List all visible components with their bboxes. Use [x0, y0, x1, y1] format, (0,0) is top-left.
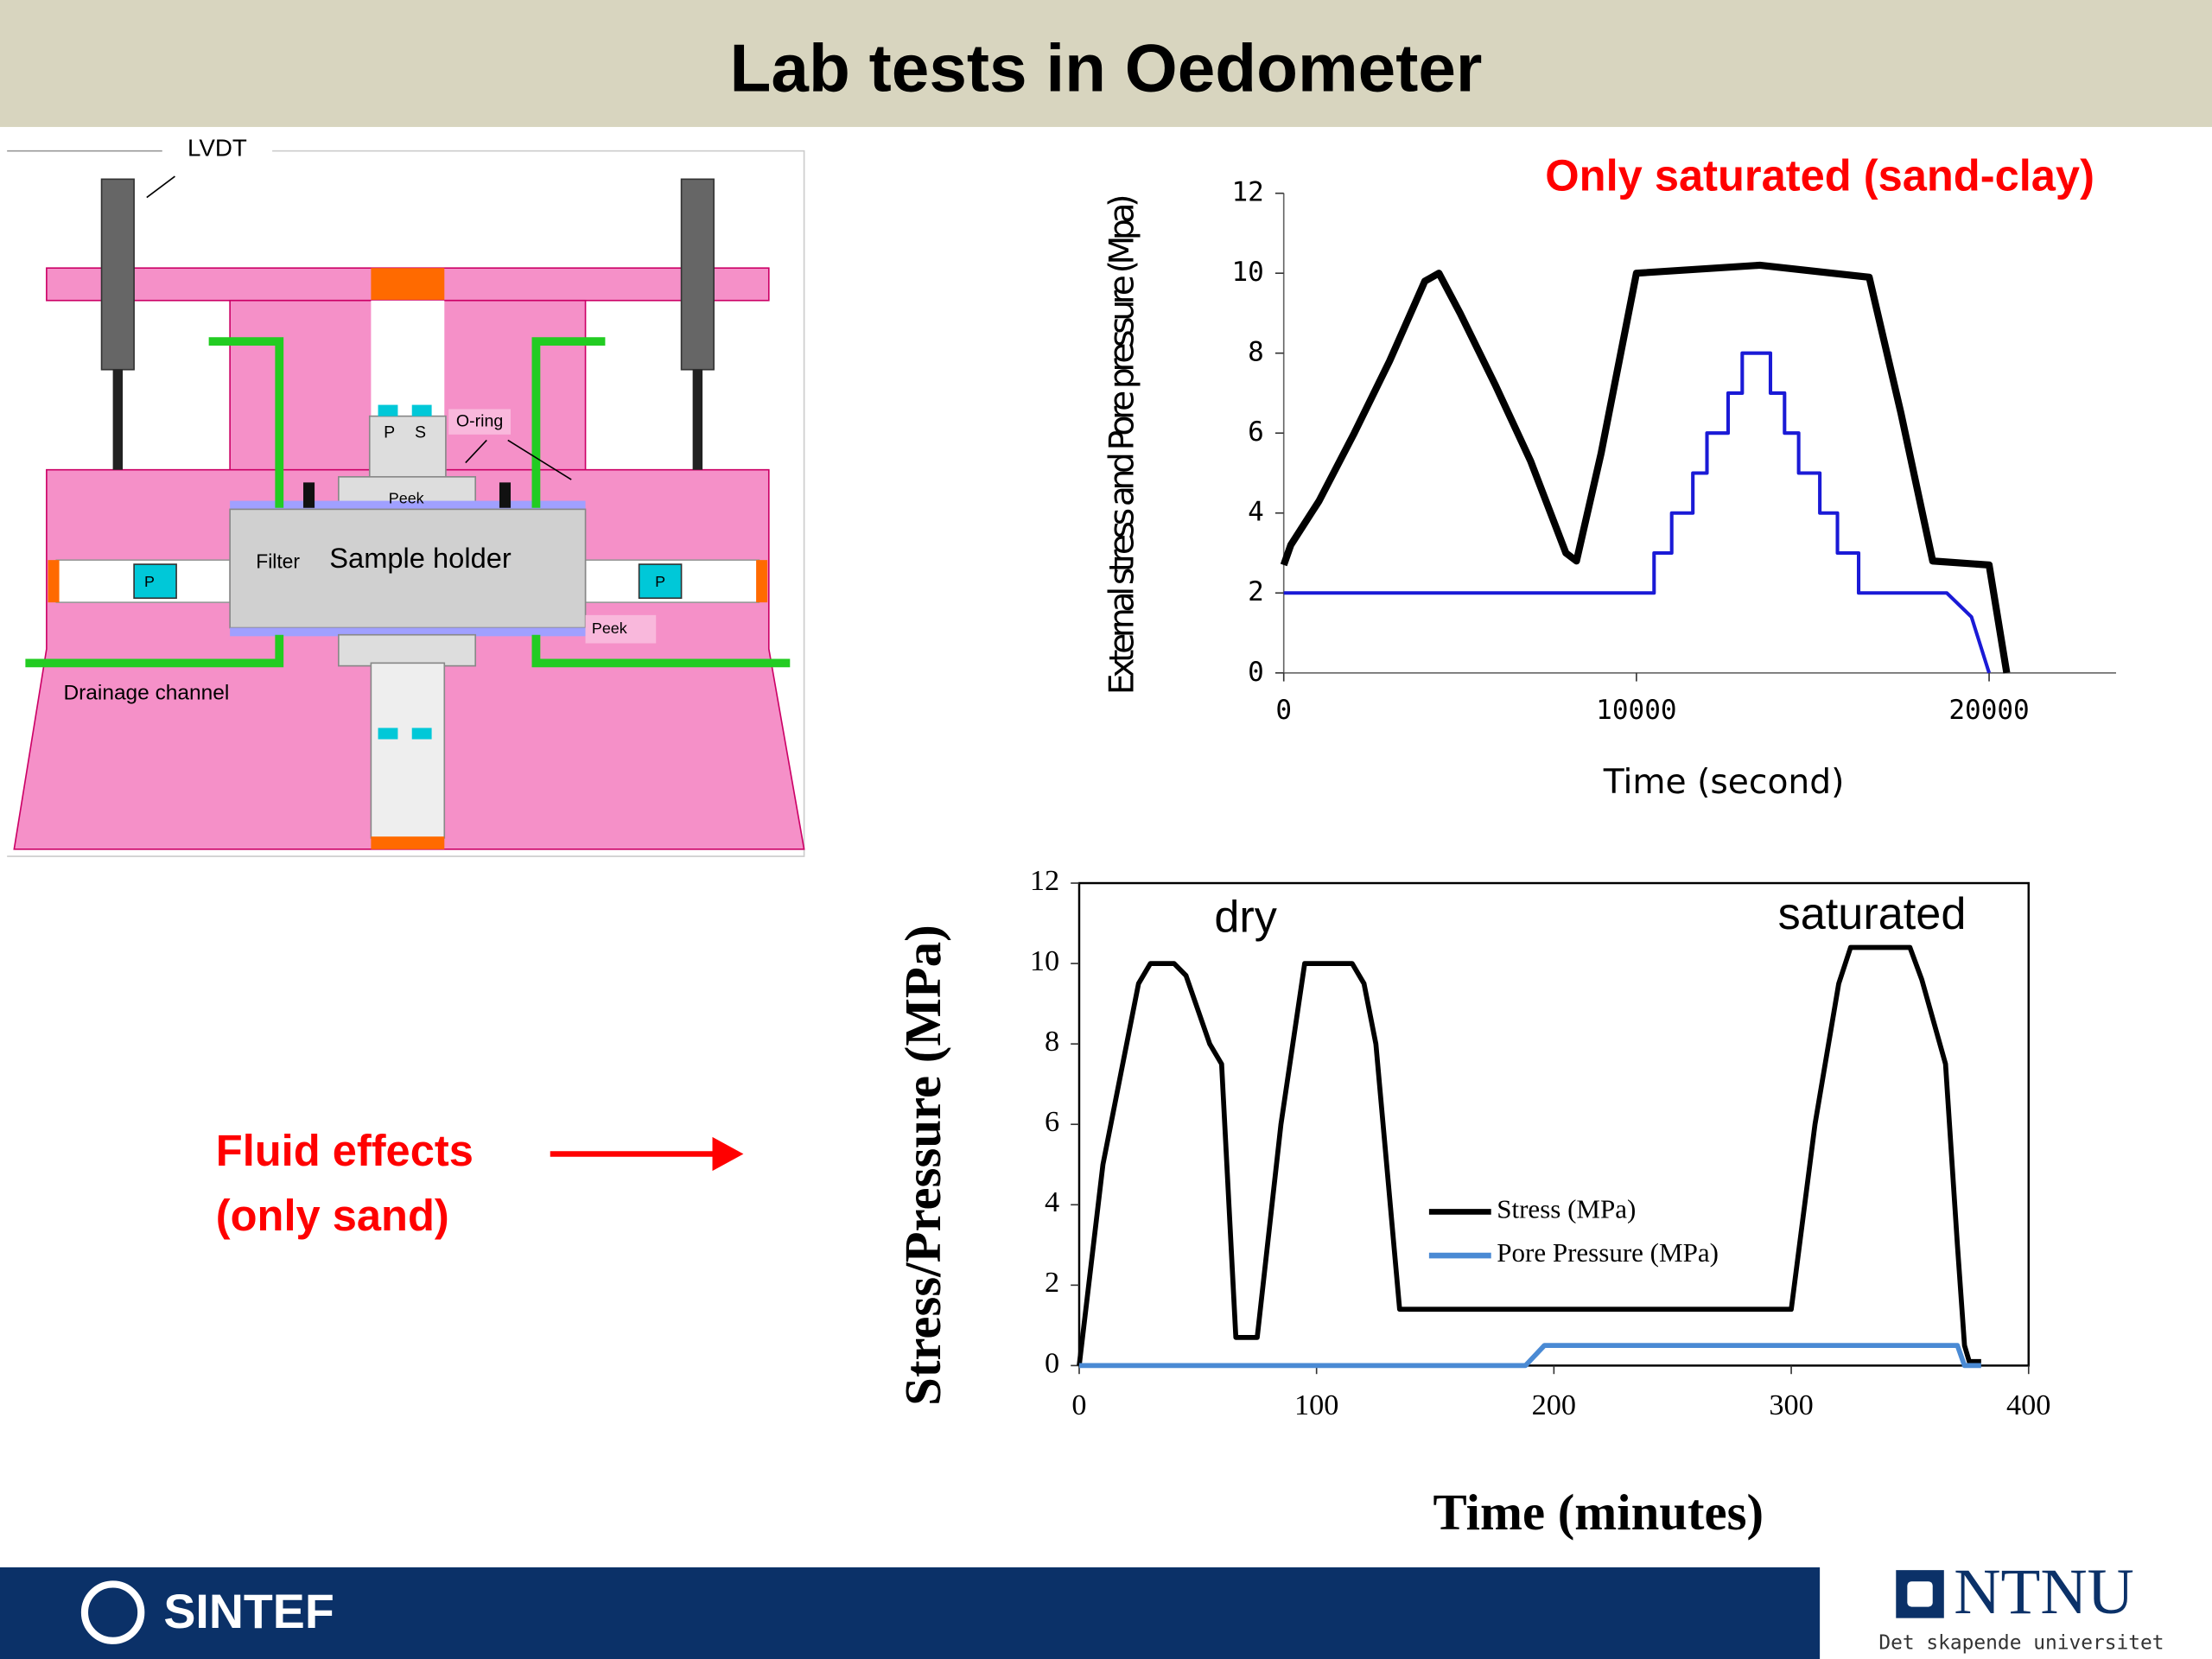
sintef-logo — [80, 1580, 145, 1644]
footer-band — [0, 1567, 1821, 1659]
y-tick-label: 8 — [1045, 1025, 1059, 1058]
sensor — [378, 728, 398, 740]
y-tick-label: 12 — [1030, 864, 1059, 897]
y-tick-label: 2 — [1045, 1266, 1059, 1299]
rod — [112, 369, 124, 470]
y-tick-label: 12 — [1231, 177, 1263, 208]
peek — [338, 633, 477, 667]
sample-holder — [229, 508, 587, 629]
sensor — [133, 563, 177, 600]
diagram-label: Sample holder — [329, 542, 512, 574]
ntnu-logo — [1907, 1581, 1933, 1607]
diagram-label: Drainage channel — [63, 682, 229, 705]
y-tick-label: 6 — [1248, 416, 1264, 448]
lvdt — [100, 178, 135, 371]
diagram: LVDT O-ring P S Peek Filter Sample holde… — [7, 134, 805, 857]
chart-annotation: dry — [1214, 892, 1277, 942]
x-tick-label: 400 — [2006, 1389, 2050, 1421]
footer-left: SINTEF — [163, 1585, 334, 1638]
header-band — [0, 0, 2212, 127]
cap — [371, 268, 445, 301]
x-tick-label: 200 — [1532, 1389, 1576, 1421]
y-tick-label: 10 — [1030, 944, 1059, 977]
port-end — [48, 560, 60, 603]
title: Lab tests in Oedometer — [730, 30, 1483, 106]
chart-annotation: saturated — [1778, 889, 1967, 939]
sensor — [411, 404, 432, 416]
y-axis-label: Stress/Pressure (MPa) — [895, 925, 951, 1406]
y-tick-label: 10 — [1231, 257, 1263, 288]
x-tick-label: 10000 — [1596, 695, 1676, 726]
footer-right: NTNU — [1954, 1556, 2134, 1628]
arrow-head — [712, 1136, 744, 1172]
legend-label: Pore Pressure (MPa) — [1497, 1237, 1719, 1268]
series-line — [1077, 944, 1981, 1366]
drain — [531, 634, 791, 668]
series-line — [1078, 1343, 1981, 1369]
bolt — [303, 482, 315, 508]
x-tick-label: 300 — [1769, 1389, 1813, 1421]
y-tick-label: 8 — [1248, 337, 1264, 368]
label-box — [448, 409, 512, 435]
x-tick-label: 20000 — [1948, 695, 2029, 726]
y-tick-label: 6 — [1045, 1105, 1059, 1138]
diagram-label: Filter — [256, 550, 300, 572]
port-end — [756, 560, 768, 603]
series-line — [1283, 351, 1991, 674]
sensor — [411, 728, 432, 740]
y-tick-label: 0 — [1045, 1346, 1059, 1379]
sensor — [378, 404, 398, 416]
filter — [230, 500, 586, 510]
footer-tagline: Det skapende universitet — [1878, 1632, 2164, 1655]
x-axis-label: Time (minutes) — [1433, 1484, 1764, 1541]
diagram-label: O-ring — [456, 411, 503, 430]
y-tick-label: 4 — [1045, 1185, 1059, 1218]
y-axis-label: External stress and Pore pressure (Mpa) — [1103, 194, 1142, 695]
y-tick-label: 2 — [1248, 576, 1264, 607]
arrow — [507, 439, 572, 480]
diagram-label: S — [415, 423, 426, 442]
diagram-label: Peek — [389, 490, 424, 507]
stem — [370, 662, 446, 839]
arrow — [146, 175, 175, 199]
legend-label: Stress (MPa) — [1497, 1194, 1636, 1224]
bolt — [499, 482, 512, 508]
diagram-label: Peek — [592, 620, 627, 637]
x-tick-label: 0 — [1275, 695, 1292, 726]
annotation: Fluid effects — [216, 1126, 474, 1175]
channel — [371, 300, 445, 421]
series-line — [1280, 261, 2011, 674]
y-tick-label: 0 — [1248, 657, 1264, 688]
y-tick-label: 4 — [1248, 497, 1264, 528]
diagram-label: P — [144, 573, 155, 590]
piston — [368, 415, 447, 480]
drain — [208, 337, 284, 508]
filter — [230, 627, 586, 637]
diagram-label: LVDT — [188, 134, 247, 161]
x-tick-label: 0 — [1071, 1389, 1086, 1421]
diagram-label: P — [655, 573, 665, 590]
annotation: (only sand) — [216, 1191, 449, 1240]
cap — [371, 836, 445, 849]
arrow — [465, 439, 487, 464]
x-tick-label: 100 — [1294, 1389, 1338, 1421]
rod — [692, 369, 703, 470]
drain — [531, 337, 606, 508]
diagram-label: P — [384, 423, 395, 442]
drain — [25, 634, 284, 668]
frame — [7, 149, 805, 857]
chart-annotation: Only saturated (sand-clay) — [1545, 151, 2094, 200]
label-box — [585, 614, 657, 644]
sensor — [638, 563, 683, 600]
x-axis-label: Time (second) — [1603, 763, 1845, 802]
lvdt — [680, 178, 715, 371]
plot-frame — [1077, 881, 2030, 1367]
